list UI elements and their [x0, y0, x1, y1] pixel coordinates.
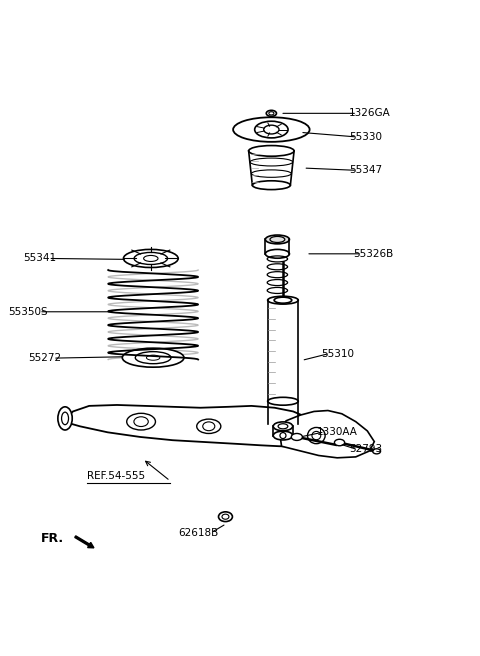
- Text: 55330: 55330: [349, 132, 382, 142]
- Ellipse shape: [123, 249, 178, 268]
- Ellipse shape: [308, 428, 325, 443]
- Ellipse shape: [273, 431, 293, 440]
- Text: 1326GA: 1326GA: [349, 108, 391, 118]
- Text: 55341: 55341: [24, 253, 57, 264]
- Text: 55326B: 55326B: [353, 249, 394, 259]
- Polygon shape: [64, 405, 324, 446]
- Text: 55347: 55347: [349, 165, 382, 175]
- Ellipse shape: [58, 407, 72, 430]
- Ellipse shape: [252, 181, 290, 190]
- Ellipse shape: [291, 434, 302, 440]
- Polygon shape: [249, 151, 294, 185]
- Ellipse shape: [273, 422, 293, 431]
- Text: 52793: 52793: [349, 445, 382, 455]
- Text: REF.54-555: REF.54-555: [87, 471, 145, 481]
- Ellipse shape: [249, 146, 294, 156]
- Ellipse shape: [372, 449, 381, 454]
- Ellipse shape: [268, 398, 298, 405]
- Ellipse shape: [233, 117, 310, 142]
- FancyArrow shape: [75, 536, 94, 548]
- Ellipse shape: [335, 440, 345, 446]
- Text: FR.: FR.: [40, 532, 63, 545]
- Text: 62618B: 62618B: [179, 528, 219, 538]
- Ellipse shape: [122, 348, 184, 367]
- Text: 55350S: 55350S: [8, 307, 48, 317]
- Polygon shape: [279, 411, 374, 458]
- Text: 55310: 55310: [321, 348, 354, 358]
- Ellipse shape: [265, 235, 289, 244]
- Text: 1330AA: 1330AA: [316, 427, 357, 437]
- Text: 55272: 55272: [28, 353, 61, 363]
- Ellipse shape: [218, 512, 232, 522]
- Ellipse shape: [274, 297, 292, 303]
- Polygon shape: [268, 300, 298, 401]
